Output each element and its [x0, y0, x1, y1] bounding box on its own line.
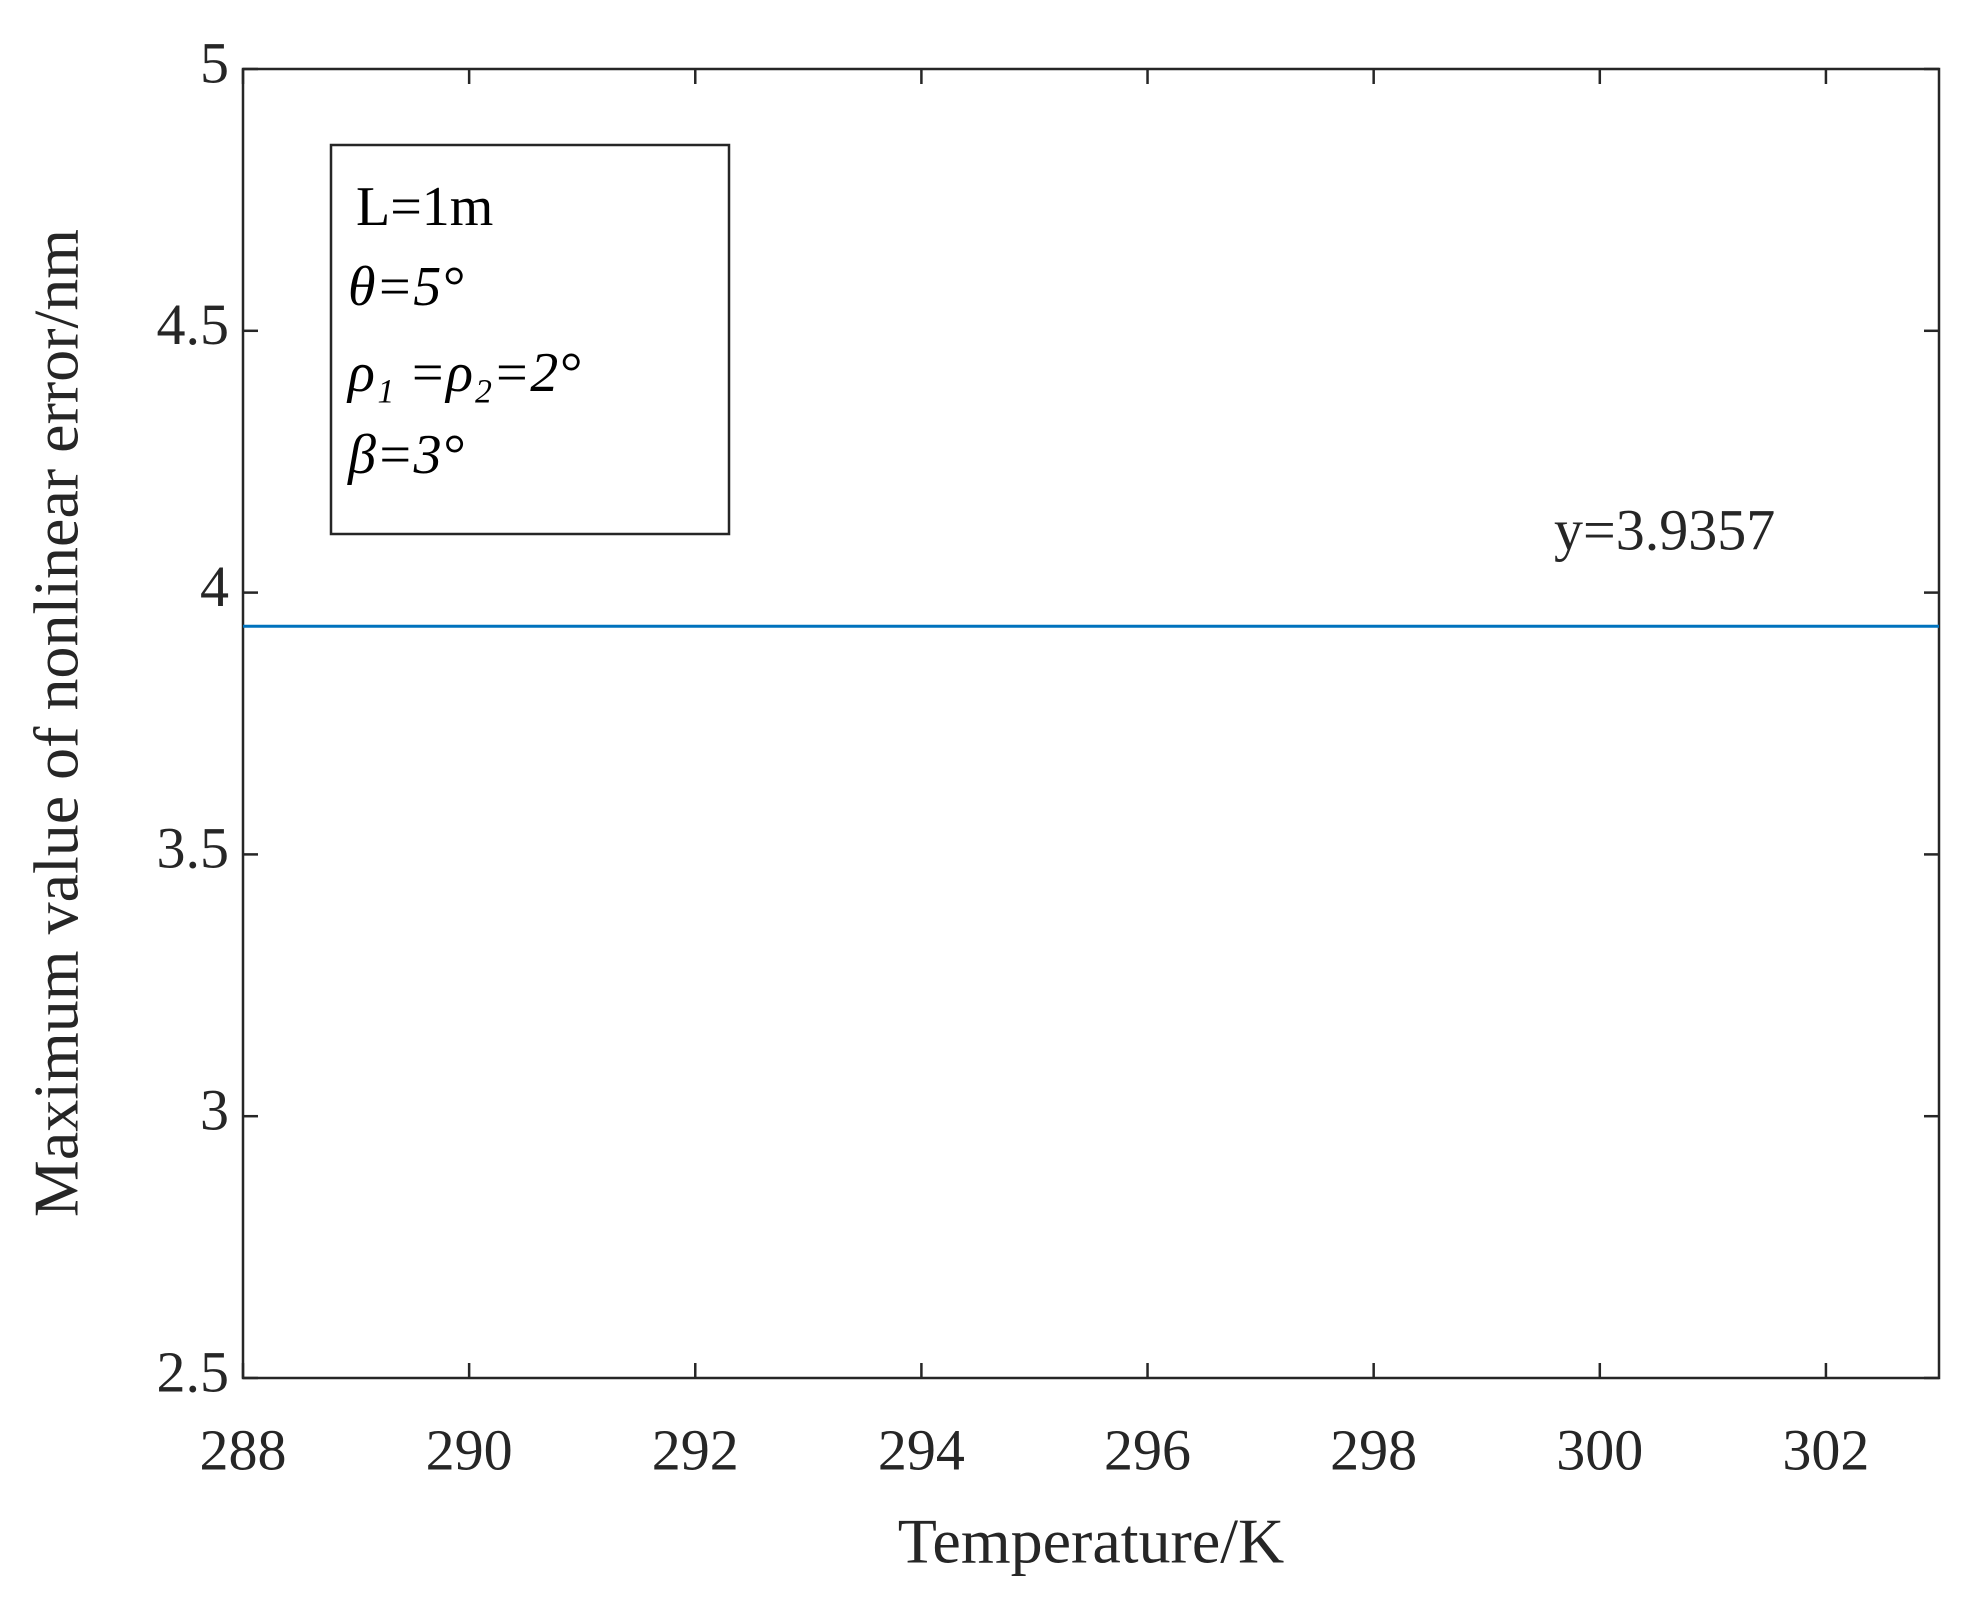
x-tick-label: 296: [1104, 1417, 1191, 1482]
annotation: θ=5°: [348, 256, 464, 318]
y-tick-label: 4: [200, 554, 229, 619]
y-tick-label: 5: [200, 30, 229, 95]
annotation: β=3°: [347, 424, 464, 486]
annotation-box: [329, 143, 731, 536]
x-tick-label: 300: [1556, 1417, 1643, 1482]
series-label: y=3.9357: [1554, 497, 1775, 562]
y-tick-label: 3.5: [157, 816, 230, 881]
x-tick-label: 288: [200, 1417, 287, 1482]
annotation: L=1m: [356, 176, 493, 238]
x-tick-label: 302: [1782, 1417, 1869, 1482]
y-tick-label: 4.5: [157, 292, 230, 357]
x-tick-label: 298: [1330, 1417, 1417, 1482]
x-tick-label: 292: [652, 1417, 739, 1482]
x-axis-title: Temperature/K: [898, 1506, 1284, 1577]
x-tick-label: 294: [878, 1417, 965, 1482]
annotation: ρ₁ =ρ₂=2°: [346, 342, 581, 404]
y-axis-title: Maximum value of nonlinear error/nm: [21, 229, 92, 1217]
y-tick-label: 3: [200, 1078, 229, 1143]
x-tick-label: 290: [426, 1417, 513, 1482]
y-tick-label: 2.5: [157, 1339, 230, 1404]
